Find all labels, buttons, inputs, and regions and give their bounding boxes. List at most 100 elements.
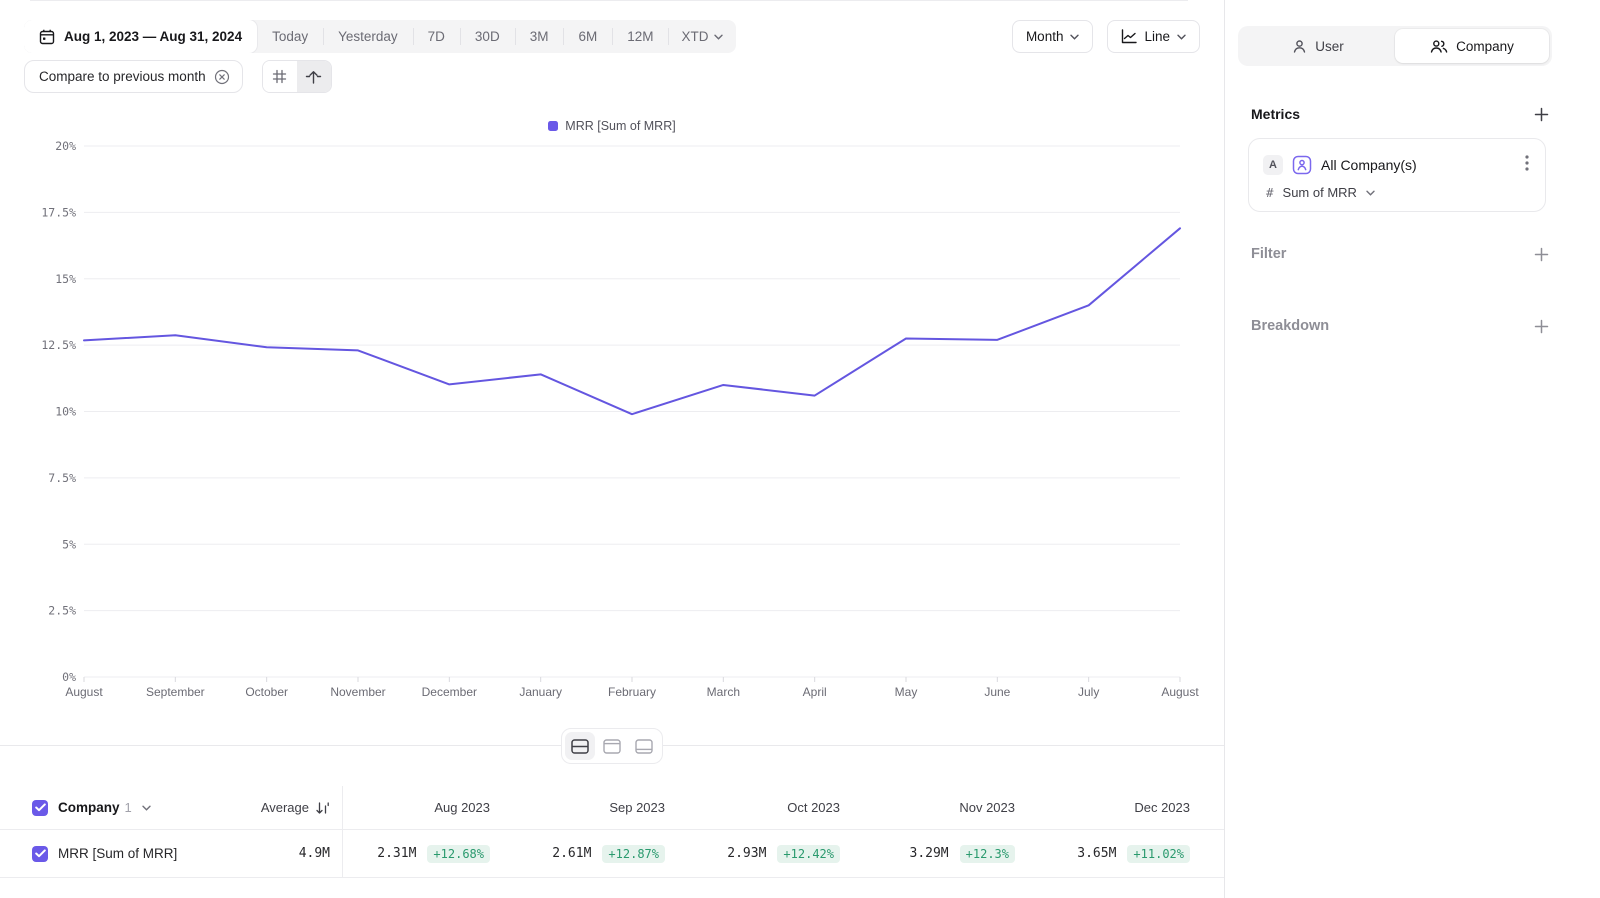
y-axis-tick-label: 15% <box>55 272 76 286</box>
chart-type-select[interactable]: Line <box>1107 20 1200 53</box>
month-column-header[interactable]: Nov 2023 <box>868 786 1043 829</box>
y-axis-tick-label: 5% <box>62 537 76 551</box>
x-axis-tick-label: October <box>245 685 288 699</box>
granularity-select[interactable]: Month <box>1011 20 1094 53</box>
table-row[interactable]: MRR [Sum of MRR] 4.9M 2.31M +12.68% 2.61M +… <box>0 830 1224 878</box>
delta-badge: +11.02% <box>1127 844 1190 863</box>
date-range-picker[interactable]: Aug 1, 2023 — Aug 31, 2024 <box>24 20 258 53</box>
entity-count: 1 <box>124 800 132 815</box>
tab-company[interactable]: Company <box>1395 29 1549 63</box>
x-axis-tick-label: January <box>519 685 562 699</box>
range-button-30d[interactable]: 30D <box>459 20 515 53</box>
month-value-cell: 3.65M +11.02% <box>1043 830 1218 877</box>
y-axis-tick-label: 10% <box>55 405 76 419</box>
month-value-cell: 2.31M +12.68% <box>343 830 518 877</box>
xtd-label: XTD <box>681 29 709 44</box>
x-axis-tick-label: June <box>984 685 1010 699</box>
x-axis-tick-label: December <box>422 685 477 699</box>
range-button-yesterday[interactable]: Yesterday <box>323 20 413 53</box>
month-value-cells: 2.31M +12.68% 2.61M +12.87% 2.93M +12.42% 3.29… <box>342 830 1224 877</box>
x-axis-tick-label: May <box>895 685 918 699</box>
legend-swatch <box>548 121 559 131</box>
range-button-12m[interactable]: 12M <box>612 20 668 53</box>
layout-table-button[interactable] <box>629 732 659 760</box>
x-axis-tick-label: September <box>146 685 205 699</box>
layout-top-bar-icon <box>603 738 621 754</box>
xtd-range-button[interactable]: XTD <box>668 20 736 53</box>
metrics-section-title: Metrics <box>1251 106 1301 122</box>
layout-split-icon <box>571 738 589 754</box>
range-button-7d[interactable]: 7D <box>412 20 460 53</box>
metric-card[interactable]: A All Company(s) # Sum of MRR <box>1248 138 1546 212</box>
select-all-checkbox[interactable] <box>32 799 48 816</box>
mrr-value: 3.65M <box>1077 846 1117 861</box>
annotations-toggle-button[interactable] <box>296 61 331 92</box>
legend-label: MRR [Sum of MRR] <box>565 119 676 133</box>
remove-compare-icon[interactable] <box>214 69 230 85</box>
metric-menu-button[interactable] <box>1521 153 1533 176</box>
add-metric-button[interactable] <box>1532 105 1550 123</box>
compare-chip[interactable]: Compare to previous month <box>24 60 243 93</box>
entity-column-header[interactable]: Company <box>58 800 120 815</box>
entity-segmented-control: User Company <box>1238 26 1552 66</box>
chevron-down-icon[interactable] <box>142 805 151 811</box>
chart-type-label: Line <box>1144 29 1170 44</box>
hash-icon: # <box>1266 185 1274 200</box>
table-header-row: Company 1 Average Aug 2023 Sep 2023 Oct 20… <box>0 786 1224 830</box>
x-axis-tick-label: November <box>330 685 385 699</box>
x-axis-tick-label: April <box>803 685 827 699</box>
toolbar-row2: Compare to previous month <box>24 60 332 93</box>
aggregation-select[interactable]: # Sum of MRR <box>1249 176 1545 200</box>
row-checkbox[interactable] <box>32 845 48 862</box>
date-range-label: Aug 1, 2023 — Aug 31, 2024 <box>64 29 243 44</box>
user-icon <box>1292 39 1307 54</box>
compare-chip-label: Compare to previous month <box>39 69 206 84</box>
month-value-cell: 2.93M +12.42% <box>693 830 868 877</box>
chevron-down-icon <box>1177 34 1186 40</box>
tab-user-label: User <box>1315 38 1344 54</box>
month-column-header[interactable]: Aug 2023 <box>343 786 518 829</box>
month-column-header[interactable]: Dec 2023 <box>1043 786 1218 829</box>
y-axis-tick-label: 12.5% <box>41 338 76 352</box>
layout-split-button[interactable] <box>565 732 595 760</box>
users-icon <box>1430 39 1448 54</box>
x-axis-tick-label: July <box>1078 685 1099 699</box>
results-table: Company 1 Average Aug 2023 Sep 2023 Oct 20… <box>0 786 1224 878</box>
add-breakdown-button[interactable] <box>1532 317 1550 335</box>
y-axis-tick-label: 17.5% <box>41 205 76 219</box>
grid-toggle-button[interactable] <box>262 61 297 92</box>
x-axis-tick-label: February <box>608 685 656 699</box>
month-header-label: Dec 2023 <box>1134 800 1190 815</box>
sort-icon[interactable] <box>315 801 330 815</box>
range-button-6m[interactable]: 6M <box>563 20 612 53</box>
y-axis-tick-label: 7.5% <box>48 471 76 485</box>
month-column-header[interactable]: Oct 2023 <box>693 786 868 829</box>
add-filter-button[interactable] <box>1532 245 1550 263</box>
average-column-header[interactable]: Average <box>260 800 309 815</box>
tab-user[interactable]: User <box>1241 29 1395 63</box>
mrr-line-chart[interactable]: 0% 2.5% 5% 7.5% 10% 12.5% 15% 17.5% 20% August Sep… <box>0 140 1224 710</box>
delta-badge: +12.87% <box>602 844 665 863</box>
month-value-cell: 3.29M +12.3% <box>868 830 1043 877</box>
mrr-value: 3.29M <box>909 846 949 861</box>
range-button-3m[interactable]: 3M <box>514 20 564 53</box>
average-value: 4.9M <box>298 846 330 861</box>
month-header-label: Sep 2023 <box>609 800 665 815</box>
chevron-down-icon <box>714 34 724 40</box>
breakdown-section-title: Breakdown <box>1251 318 1330 334</box>
arrow-up-from-line-icon <box>305 69 322 85</box>
month-column-header[interactable]: Sep 2023 <box>518 786 693 829</box>
range-button-today[interactable]: Today <box>257 20 323 53</box>
x-axis-tick-label: March <box>707 685 740 699</box>
metric-letter-badge: A <box>1263 154 1283 175</box>
x-axis-tick-label: August <box>65 685 103 699</box>
chevron-down-icon <box>1070 34 1080 40</box>
chart-legend: MRR [Sum of MRR] <box>0 119 1224 133</box>
month-header-label: Oct 2023 <box>787 800 840 815</box>
granularity-label: Month <box>1025 29 1064 44</box>
chevron-down-icon <box>1366 190 1375 196</box>
delta-badge: +12.68% <box>427 844 490 863</box>
layout-chart-button[interactable] <box>597 732 627 760</box>
date-range-group: Aug 1, 2023 — Aug 31, 2024 Today Yesterda… <box>24 20 737 53</box>
chart-option-toggles <box>261 60 332 93</box>
